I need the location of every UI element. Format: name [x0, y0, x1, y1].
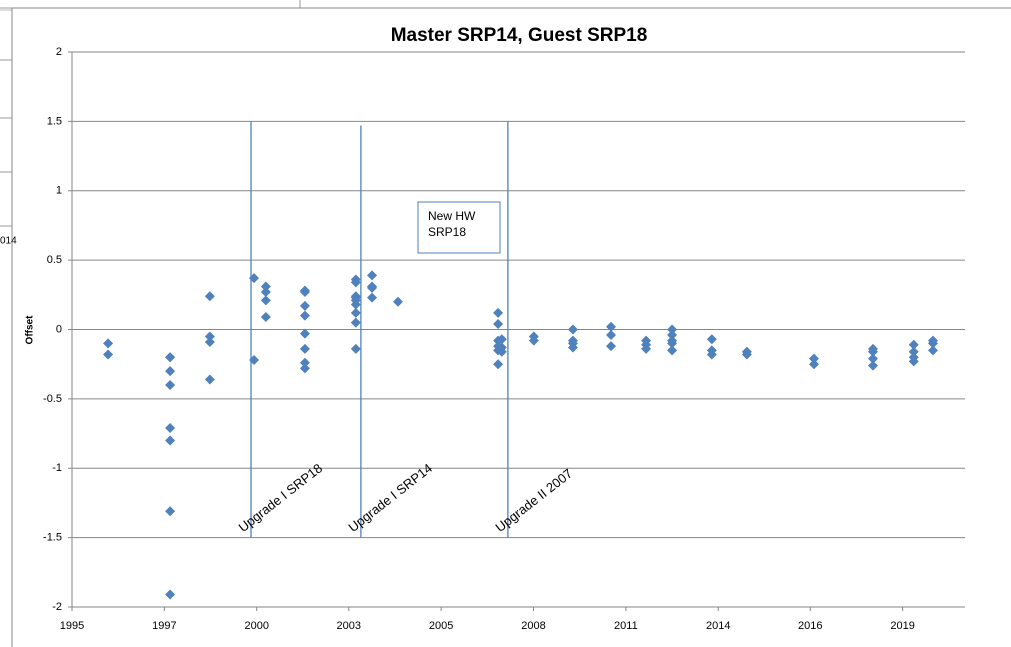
- x-tick-label: 2005: [429, 620, 453, 632]
- data-point: [299, 357, 310, 368]
- x-tick-label: 2003: [337, 620, 361, 632]
- data-point: [667, 338, 678, 349]
- data-point: [908, 339, 919, 350]
- data-point: [299, 363, 310, 374]
- data-point: [299, 343, 310, 354]
- data-point: [606, 321, 617, 332]
- y-tick-label: 0: [56, 323, 62, 335]
- data-point: [867, 346, 878, 357]
- data-point: [667, 330, 678, 341]
- data-point: [165, 380, 176, 390]
- annotation-text: New HW: [428, 209, 476, 223]
- data-point: [493, 359, 504, 370]
- x-tick-label: 2016: [798, 620, 822, 632]
- y-tick-label: 0.5: [47, 254, 62, 266]
- data-point: [299, 287, 310, 298]
- data-point: [641, 343, 652, 354]
- data-point: [299, 328, 310, 339]
- data-point: [567, 324, 578, 335]
- data-point: [908, 346, 919, 357]
- data-point: [165, 506, 176, 517]
- data-point: [808, 353, 819, 364]
- data-point: [103, 338, 114, 349]
- data-point: [528, 335, 539, 346]
- x-tick-label: 1997: [152, 620, 176, 632]
- data-point: [706, 334, 717, 345]
- data-point: [165, 589, 176, 600]
- data-point: [204, 336, 215, 347]
- data-point: [808, 359, 819, 370]
- data-point: [249, 355, 260, 366]
- data-point: [350, 307, 361, 318]
- data-point: [165, 435, 176, 446]
- y-tick-label: 1: [56, 185, 62, 197]
- data-point: [392, 296, 403, 307]
- y-tick-label: -2: [52, 601, 62, 613]
- data-point: [204, 374, 215, 385]
- data-point: [204, 331, 215, 342]
- x-tick-label: 2019: [890, 620, 914, 632]
- data-point: [496, 346, 507, 357]
- data-point: [350, 343, 361, 354]
- data-point: [927, 345, 938, 356]
- annotation-box: [417, 201, 501, 254]
- data-point: [350, 299, 361, 310]
- data-point: [260, 287, 271, 298]
- data-point: [927, 338, 938, 349]
- x-tick-label: 1995: [60, 620, 84, 632]
- data-point: [299, 300, 310, 311]
- data-point: [103, 349, 114, 360]
- data-point: [260, 312, 271, 323]
- data-point: [165, 423, 176, 434]
- data-point: [260, 281, 271, 292]
- data-point: [667, 345, 678, 356]
- data-point: [867, 360, 878, 371]
- data-point: [165, 352, 176, 363]
- data-point: [367, 292, 378, 303]
- y-tick-label: -1.5: [43, 532, 62, 544]
- y-tick-label: -0.5: [43, 393, 62, 405]
- data-point: [567, 342, 578, 353]
- data-point: [249, 273, 260, 284]
- data-point: [606, 341, 617, 352]
- data-point: [350, 277, 361, 288]
- data-point: [493, 307, 504, 318]
- y-tick-label: -1: [52, 462, 62, 474]
- x-tick-label: 2014: [706, 620, 730, 632]
- data-point: [741, 349, 752, 360]
- y-tick-label: 1.5: [47, 115, 62, 127]
- data-point: [350, 317, 361, 328]
- x-tick-label: 2008: [521, 620, 545, 632]
- annotation-text: SRP18: [428, 225, 466, 239]
- data-point: [367, 282, 378, 293]
- x-tick-label: 2000: [244, 620, 268, 632]
- data-point: [667, 324, 678, 335]
- data-point: [867, 353, 878, 364]
- background-cell-text: 014: [0, 236, 17, 247]
- data-point: [299, 310, 310, 321]
- data-point: [496, 334, 507, 345]
- data-point: [493, 318, 504, 329]
- data-point: [204, 291, 215, 302]
- data-point: [706, 349, 717, 360]
- y-tick-label: 2: [56, 46, 62, 58]
- data-point: [606, 330, 617, 341]
- chart-frame: [11, 7, 1011, 647]
- chart-title: Master SRP14, Guest SRP18: [391, 25, 648, 46]
- data-point: [367, 270, 378, 281]
- x-tick-label: 2011: [614, 620, 638, 632]
- data-point: [165, 366, 176, 377]
- data-point: [260, 295, 271, 306]
- y-axis-label: Offset: [25, 315, 36, 345]
- data-point: [908, 356, 919, 367]
